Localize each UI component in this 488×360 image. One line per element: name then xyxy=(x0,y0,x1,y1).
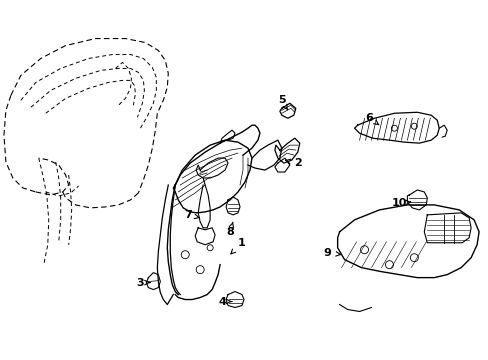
Text: 8: 8 xyxy=(226,227,233,237)
Text: 3: 3 xyxy=(136,278,144,288)
Text: 2: 2 xyxy=(293,158,301,168)
Text: 6: 6 xyxy=(365,113,373,123)
Text: 10: 10 xyxy=(391,198,406,208)
Text: 4: 4 xyxy=(218,297,225,306)
Text: 5: 5 xyxy=(278,95,285,105)
Text: 7: 7 xyxy=(184,210,192,220)
Text: 9: 9 xyxy=(323,248,331,258)
Text: 1: 1 xyxy=(238,238,245,248)
